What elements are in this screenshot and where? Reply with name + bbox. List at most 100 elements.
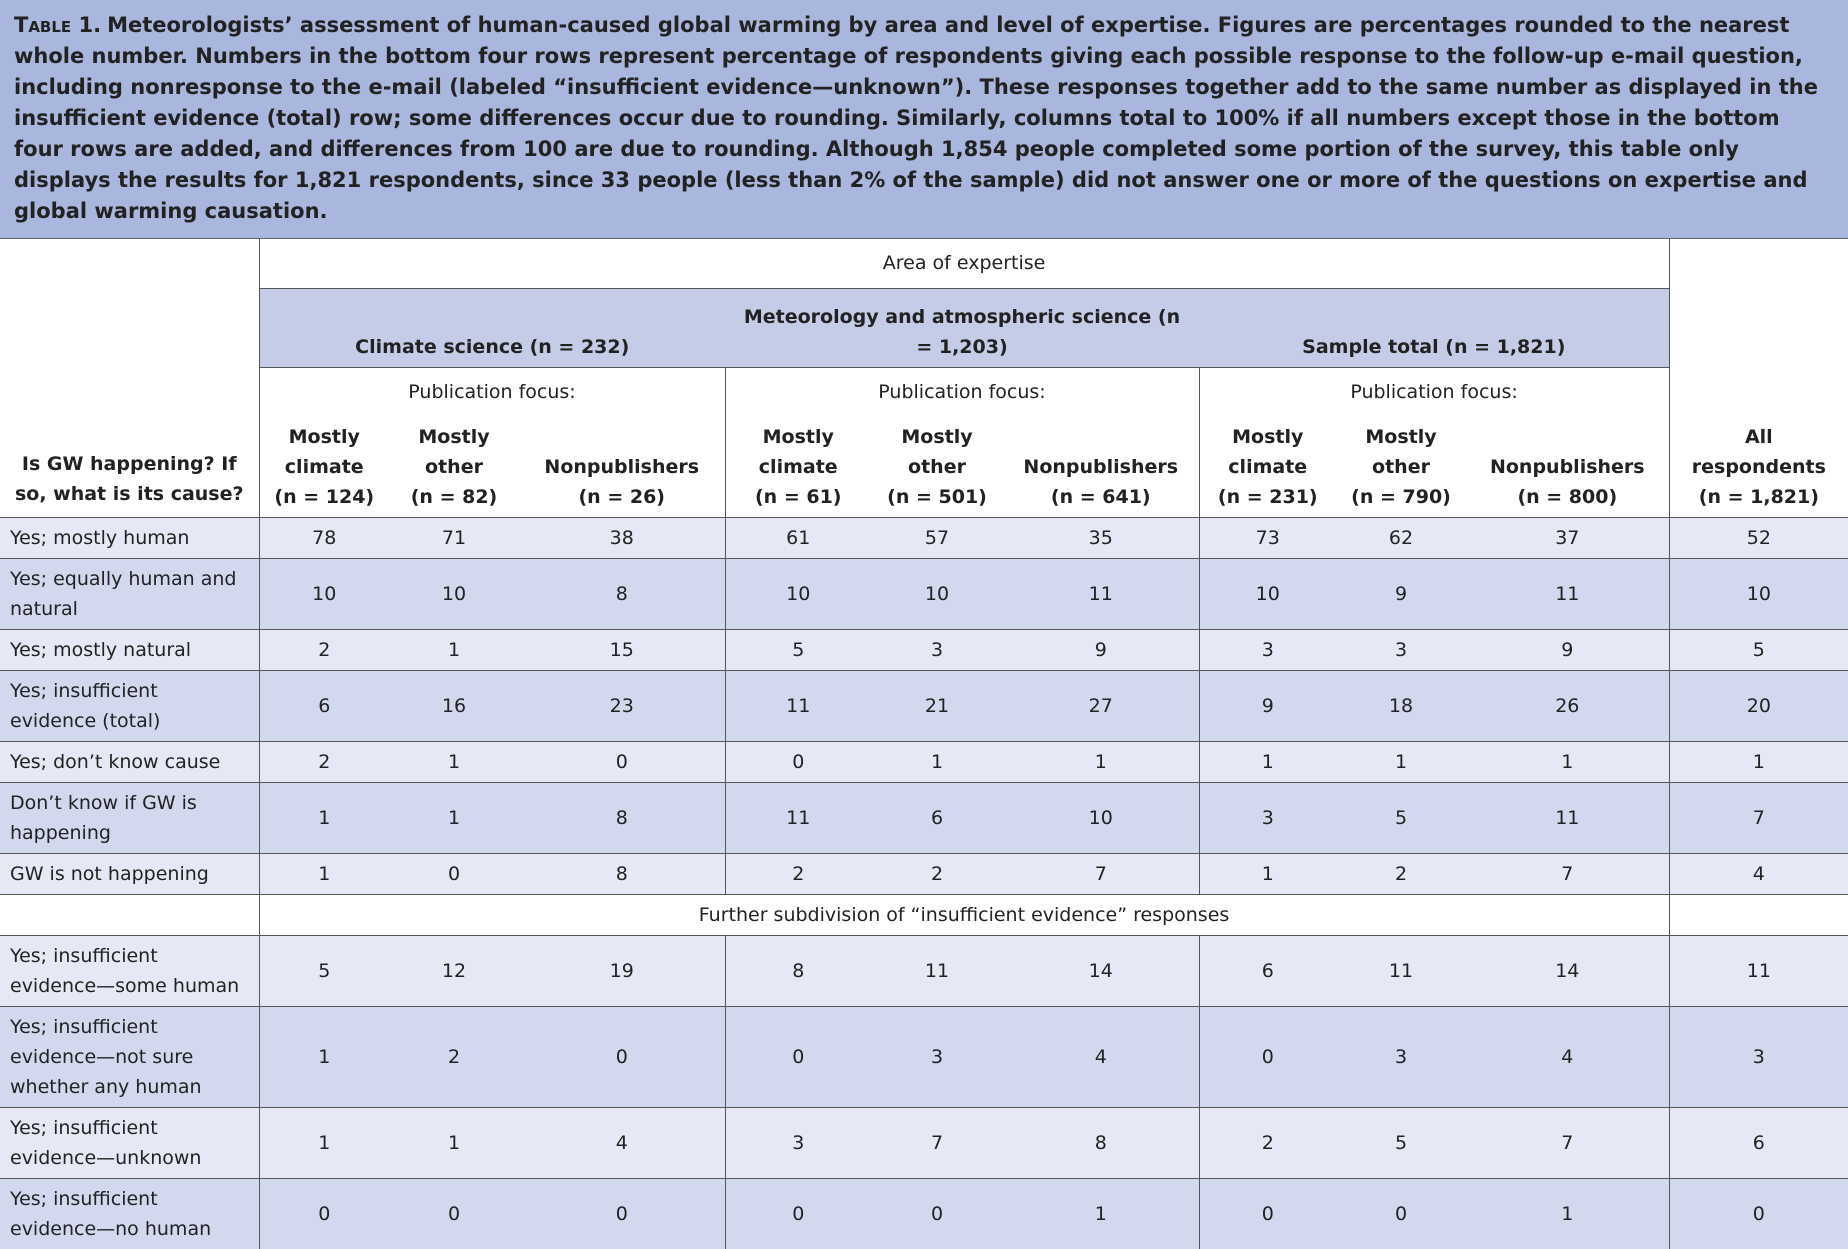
header-line: climate [736,452,862,482]
header-line: climate [270,452,380,482]
row-label: Yes; insufficient evidence—no human [0,1179,259,1249]
header-line: (n = 800) [1476,482,1659,512]
cell-value: 10 [871,559,1003,630]
cell-value: 5 [1336,1108,1466,1179]
cell-value: 1 [259,1108,389,1179]
cell-value: 11 [1336,936,1466,1007]
cell-value: 61 [725,518,871,559]
cell-value: 1 [259,1007,389,1108]
header-line: (n = 124) [270,482,380,512]
cell-value: 26 [1466,671,1669,742]
header-line: other [881,452,993,482]
row-label: Yes; insufficient evidence—not sure whet… [0,1007,259,1108]
cell-value: 8 [519,783,725,854]
cell-value: 2 [725,854,871,895]
cell-value: 78 [259,518,389,559]
subdivision-row: Further subdivision of “insufficient evi… [0,895,1848,936]
cell-value: 8 [519,854,725,895]
header-line: Nonpublishers [529,452,715,482]
cell-value: 11 [725,671,871,742]
cell-value: 1 [389,742,519,783]
header-line: Nonpublishers [1476,452,1659,482]
header-line: Nonpublishers [1013,452,1189,482]
cell-value: 19 [519,936,725,1007]
cell-value: 0 [1199,1179,1336,1249]
cell-value: 11 [1466,559,1669,630]
data-row: Yes; insufficient evidence—not sure whet… [0,1007,1848,1108]
cell-value: 5 [1336,783,1466,854]
column-header: Nonpublishers(n = 26) [519,417,725,518]
header-line: Mostly [1210,422,1327,452]
header-line: (n = 641) [1013,482,1189,512]
cell-value: 0 [519,742,725,783]
row-label: Yes; insufficient evidence—some human [0,936,259,1007]
cell-value: 11 [1669,936,1848,1007]
cell-value: 3 [725,1108,871,1179]
cell-value: 5 [259,936,389,1007]
cell-value: 7 [1003,854,1199,895]
cell-value: 11 [871,936,1003,1007]
cell-value: 0 [1336,1179,1466,1249]
header-line: (n = 501) [881,482,993,512]
cell-value: 3 [1336,630,1466,671]
cell-value: 27 [1003,671,1199,742]
cell-value: 62 [1336,518,1466,559]
cell-value: 10 [1669,559,1848,630]
focus-header: Publication focus: [1199,367,1669,417]
header-line: other [399,452,509,482]
cell-value: 2 [259,630,389,671]
cell-value: 1 [871,742,1003,783]
caption-label: Table 1. [14,13,101,37]
cell-value: 2 [259,742,389,783]
cell-value: 3 [1669,1007,1848,1108]
cell-value: 5 [1669,630,1848,671]
cell-value: 10 [725,559,871,630]
header-row: Is GW happening? If so, what is its caus… [0,239,1848,288]
row-label: Yes; insufficient evidence (total) [0,671,259,742]
cell-value: 11 [725,783,871,854]
cell-value: 16 [389,671,519,742]
header-line: Mostly [399,422,509,452]
cell-value: 6 [871,783,1003,854]
cell-value: 8 [725,936,871,1007]
area-header: Area of expertise [259,239,1669,288]
stub-header: Is GW happening? If so, what is its caus… [0,239,259,518]
cell-value: 10 [1199,559,1336,630]
cell-value: 0 [871,1179,1003,1249]
cell-value: 1 [389,630,519,671]
header-line: (n = 790) [1346,482,1456,512]
cell-value: 7 [1466,854,1669,895]
header-line: (n = 61) [736,482,862,512]
cell-value: 23 [519,671,725,742]
group-header: Meteorology and atmospheric science (n =… [725,288,1199,367]
row-label: Yes; don’t know cause [0,742,259,783]
cell-value: 8 [519,559,725,630]
cell-value: 14 [1466,936,1669,1007]
cell-value: 0 [725,742,871,783]
cell-value: 12 [389,936,519,1007]
cell-value: 9 [1466,630,1669,671]
header-line: (n = 82) [399,482,509,512]
focus-header: Publication focus: [725,367,1199,417]
header-line: (n = 1,821) [1680,482,1839,512]
cell-value: 3 [1336,1007,1466,1108]
cell-value: 7 [1466,1108,1669,1179]
cell-value: 37 [1466,518,1669,559]
table-caption: Table 1.Meteorologists’ assessment of hu… [0,0,1848,239]
group-row: Climate science (n = 232)Meteorology and… [0,288,1848,367]
cell-value: 1 [1336,742,1466,783]
cell-value: 0 [389,1179,519,1249]
empty-cell [0,895,259,936]
caption-text: Meteorologists’ assessment of human-caus… [14,13,1818,223]
cell-value: 1 [389,1108,519,1179]
